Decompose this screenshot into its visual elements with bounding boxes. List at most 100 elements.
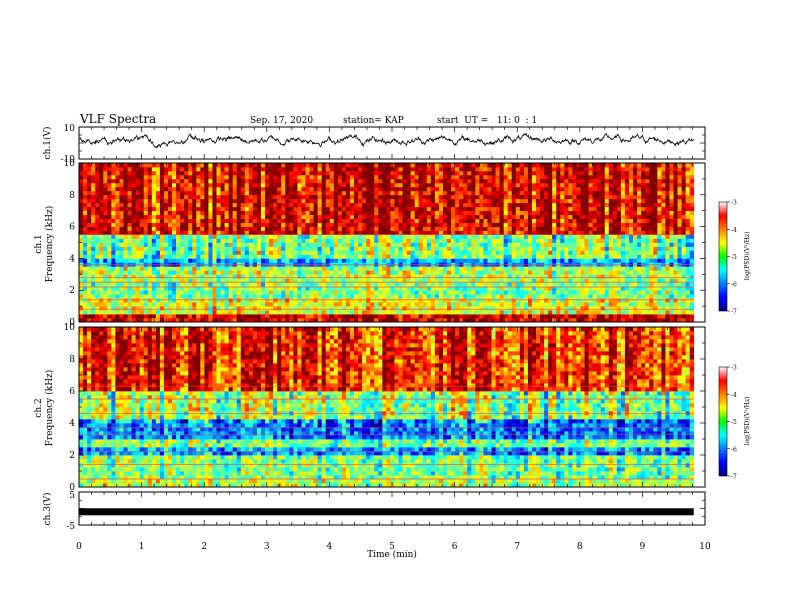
spectrogram-cell (515, 286, 521, 291)
spectrogram-cell (503, 286, 509, 291)
spectrogram-cell (329, 242, 335, 247)
spectrogram-cell (406, 242, 411, 247)
spectrogram-cell (495, 210, 500, 216)
spectrogram-cell (653, 222, 658, 227)
spectrogram-cell (236, 306, 242, 311)
spectrogram-cell (483, 194, 488, 200)
spectrogram-cell (572, 290, 577, 295)
spectrogram-cell (95, 318, 100, 323)
spectrogram-cell (661, 218, 666, 223)
spectrogram-cell (661, 194, 666, 200)
spectrogram-cell (212, 286, 217, 291)
spectrogram-cell (208, 306, 213, 311)
spectrogram-cell (123, 302, 128, 307)
spectrogram-cell (309, 238, 314, 243)
spectrogram-cell (406, 246, 411, 251)
spectrogram-cell (637, 294, 642, 299)
spectrogram-cell (576, 282, 581, 287)
spectrogram-cell (115, 222, 120, 227)
spectrogram-cell (414, 306, 420, 311)
spectrogram-cell (325, 282, 331, 287)
spectrogram-cell (301, 242, 306, 247)
spectrogram-cell (406, 310, 411, 315)
spectrogram-cell (176, 290, 181, 295)
spectrogram-cell (95, 278, 100, 283)
spectrogram-cell (131, 274, 136, 279)
spectrogram-cell (333, 238, 339, 243)
spectrogram-cell (665, 306, 670, 311)
spectrogram-cell (451, 298, 456, 303)
spectrogram-cell (297, 206, 302, 212)
spectrogram-cell (123, 310, 128, 315)
spectrogram-cell (406, 198, 411, 204)
spectrogram-cell (463, 214, 468, 220)
spectrogram-cell (624, 258, 630, 263)
spectrogram-cell (216, 202, 221, 208)
spectrogram-cell (584, 258, 589, 263)
spectrogram-cell (467, 226, 472, 231)
spectrogram-cell (645, 278, 650, 283)
spectrogram-cell (673, 222, 678, 227)
spectrogram-cell (495, 290, 500, 295)
spectrogram-cell (483, 282, 488, 287)
spectrogram-cell (248, 230, 254, 235)
spectrogram-cell (653, 218, 658, 223)
spectrogram-cell (172, 198, 177, 204)
spectrogram-cell (576, 242, 581, 247)
spectrogram-cell (612, 270, 618, 275)
spectrogram-cell (463, 218, 468, 223)
spectrogram-cell (123, 298, 128, 303)
spectrogram-cell (649, 290, 654, 295)
spectrogram-cell (345, 202, 351, 208)
spectrogram-cell (374, 278, 379, 283)
spectrogram-cell (418, 310, 424, 315)
spectrogram-cell (495, 230, 500, 235)
spectrogram-cell (503, 254, 509, 259)
spectrogram-cell (180, 306, 185, 311)
spectrogram-cell (540, 258, 545, 263)
spectrogram-cell (321, 210, 327, 216)
spectrogram-cell (645, 194, 650, 200)
spectrogram-cell (677, 234, 682, 239)
spectrogram-cell (612, 258, 618, 263)
spectrogram-cell (111, 314, 116, 319)
spectrogram-cell (374, 246, 379, 251)
spectrogram-cell (600, 214, 606, 220)
spectrogram-cell (398, 314, 403, 319)
spectrogram-cell (159, 250, 165, 255)
spectrogram-cell (451, 234, 456, 239)
spectrogram-cell (188, 246, 193, 251)
spectrogram-cell (107, 270, 112, 275)
spectrogram-cell (515, 258, 521, 263)
spectrogram-cell (653, 302, 658, 307)
spectrogram-cell (507, 218, 513, 223)
spectrogram-cell (99, 214, 104, 220)
spectrogram-cell (499, 214, 504, 220)
spectrogram-cell (552, 302, 557, 307)
spectrogram-cell (665, 222, 670, 227)
spectrogram-cell (467, 218, 472, 223)
spectrogram-cell (536, 270, 541, 275)
spectrogram-cell (301, 246, 306, 251)
spectrogram-cell (305, 202, 310, 208)
spectrogram-cell (362, 250, 367, 255)
spectrogram-cell (256, 198, 262, 204)
spectrogram-cell (402, 206, 407, 212)
spectrogram-cell (321, 314, 327, 319)
spectrogram-cell (378, 198, 383, 204)
spectrogram-cell (479, 318, 484, 323)
spectrogram-cell (196, 270, 201, 275)
spectrogram-cell (309, 318, 314, 323)
spectrogram-cell (167, 250, 173, 255)
spectrogram-cell (285, 246, 290, 251)
spectrogram-cell (354, 290, 359, 295)
spectrogram-cell (167, 214, 173, 220)
spectrogram-cell (95, 250, 100, 255)
spectrogram-cell (188, 214, 193, 220)
spectrogram-cell (657, 238, 662, 243)
spectrogram-cell (527, 310, 533, 315)
ch1-waveform-ylabel: ch.1(V) (42, 127, 53, 160)
spectrogram-cell (515, 246, 521, 251)
spectrogram-cell (624, 246, 630, 251)
spectrogram-cell (616, 310, 622, 315)
